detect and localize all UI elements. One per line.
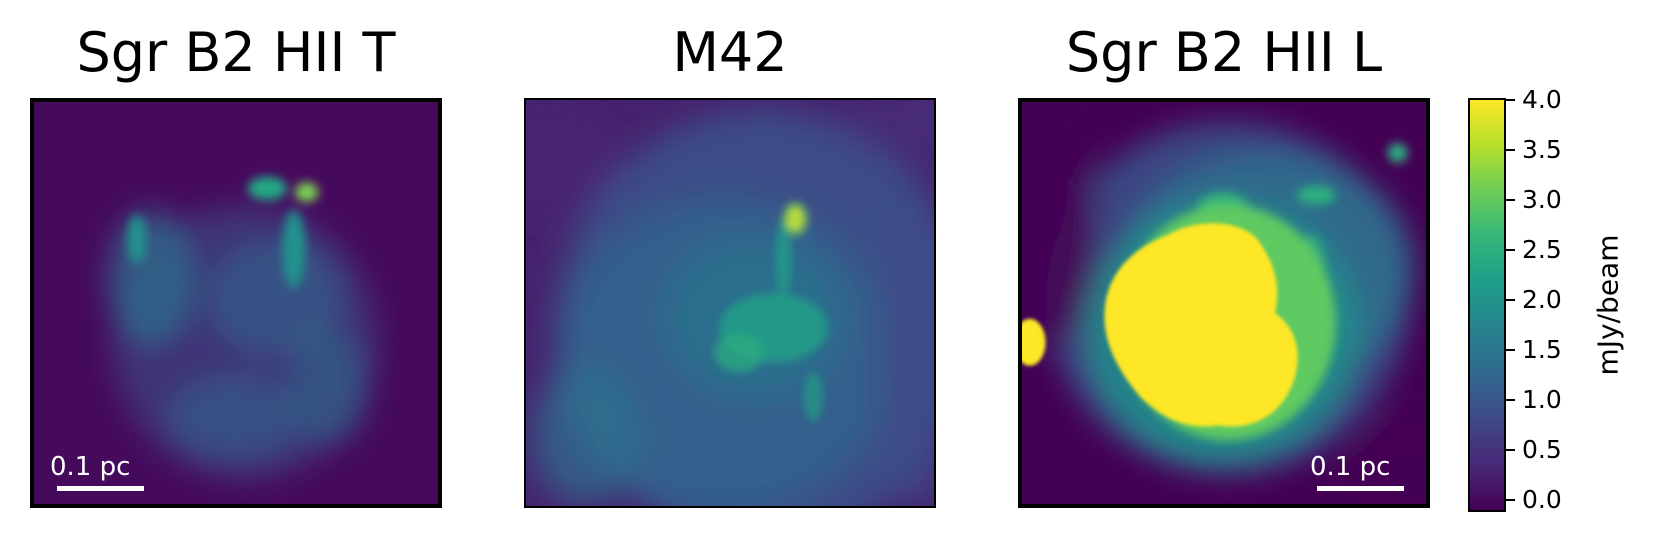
sgr-b2-hii-t-image [34, 102, 438, 504]
colorbar-tick-label: 2.0 [1522, 285, 1562, 314]
colorbar-tick-label: 3.0 [1522, 185, 1562, 214]
colorbar-tick-label: 0.0 [1522, 485, 1562, 514]
colorbar-tick [1506, 199, 1515, 201]
colorbar-tick-label: 1.0 [1522, 385, 1562, 414]
sgr-b2-hii-l-image [1022, 102, 1426, 504]
scalebar-line [1317, 486, 1404, 491]
colorbar-tick [1506, 399, 1515, 401]
colorbar-label: mJy/beam [1591, 234, 1625, 376]
scalebar-label: 0.1 pc [1310, 452, 1391, 482]
colorbar-tick [1506, 149, 1515, 151]
colorbar-tick [1506, 299, 1515, 301]
colorbar-tick [1506, 99, 1515, 101]
image-panel-m42 [524, 98, 936, 508]
image-panel-sgr-b2-hii-t [30, 98, 442, 508]
colorbar-tick [1506, 349, 1515, 351]
colorbar-tick [1506, 249, 1515, 251]
scalebar-label: 0.1 pc [50, 452, 131, 482]
scalebar-line [57, 486, 144, 491]
panel-title-sgr-b2-hii-l: Sgr B2 HII L [1065, 21, 1383, 84]
colorbar-tick [1506, 499, 1515, 501]
colorbar-tick [1506, 449, 1515, 451]
colorbar-tick-label: 1.5 [1522, 335, 1562, 364]
panel-title-m42: M42 [672, 21, 788, 84]
colorbar-tick-label: 0.5 [1522, 435, 1562, 464]
panel-title-sgr-b2-hii-t: Sgr B2 HII T [76, 21, 396, 84]
colorbar-tick-label: 3.5 [1522, 135, 1562, 164]
colorbar [1468, 98, 1506, 512]
colorbar-tick-label: 4.0 [1522, 85, 1562, 114]
image-panel-sgr-b2-hii-l [1018, 98, 1430, 508]
colorbar-tick-label: 2.5 [1522, 235, 1562, 264]
m42-image [526, 100, 934, 506]
